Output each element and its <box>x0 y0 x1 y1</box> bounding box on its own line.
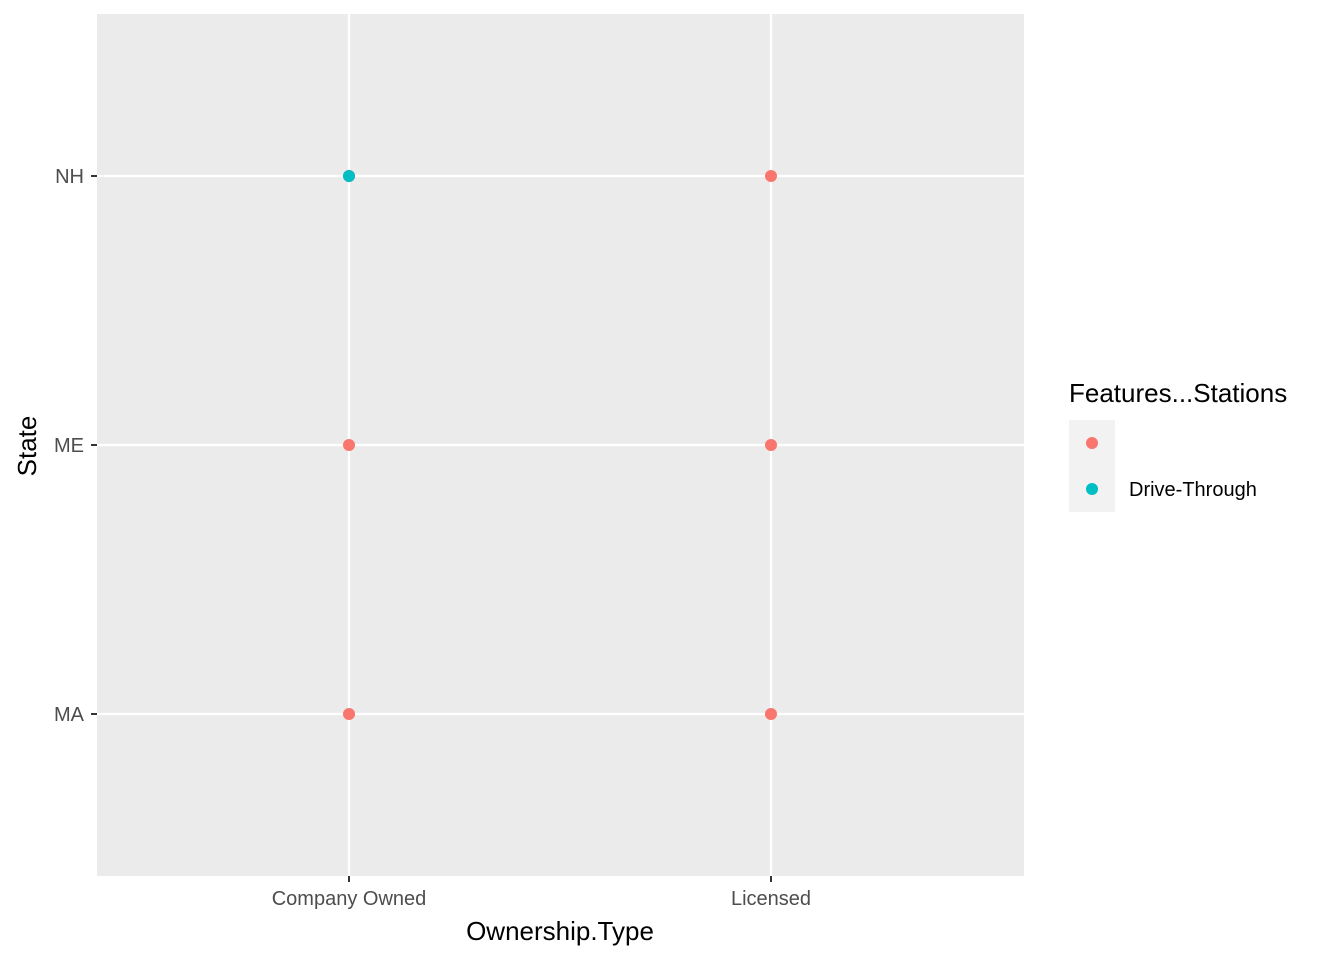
data-point <box>343 708 355 720</box>
y-tick-label: NH <box>55 166 84 188</box>
data-point <box>765 439 777 451</box>
legend-key <box>1086 437 1098 449</box>
data-point <box>343 439 355 451</box>
data-point <box>765 170 777 182</box>
axis-ticks <box>91 175 772 882</box>
data-points <box>343 170 777 720</box>
legend-key <box>1086 483 1098 495</box>
legend-entries: Drive-Through <box>1086 437 1257 501</box>
y-tick-label: ME <box>54 435 84 457</box>
y-tick-label: MA <box>54 704 85 726</box>
legend-title: Features...Stations <box>1069 378 1287 408</box>
x-tick-labels: Company Owned Licensed <box>272 888 811 910</box>
data-point <box>765 708 777 720</box>
y-axis-title: State <box>12 416 42 477</box>
legend-label: Drive-Through <box>1129 479 1257 501</box>
x-tick-label: Licensed <box>731 888 811 910</box>
x-tick-label: Company Owned <box>272 888 427 910</box>
x-axis-title: Ownership.Type <box>466 916 654 946</box>
data-point <box>343 170 355 182</box>
legend-key-background <box>1069 420 1115 512</box>
y-tick-labels: MA ME NH <box>54 166 85 726</box>
legend: Features...Stations Drive-Through <box>1069 378 1287 512</box>
